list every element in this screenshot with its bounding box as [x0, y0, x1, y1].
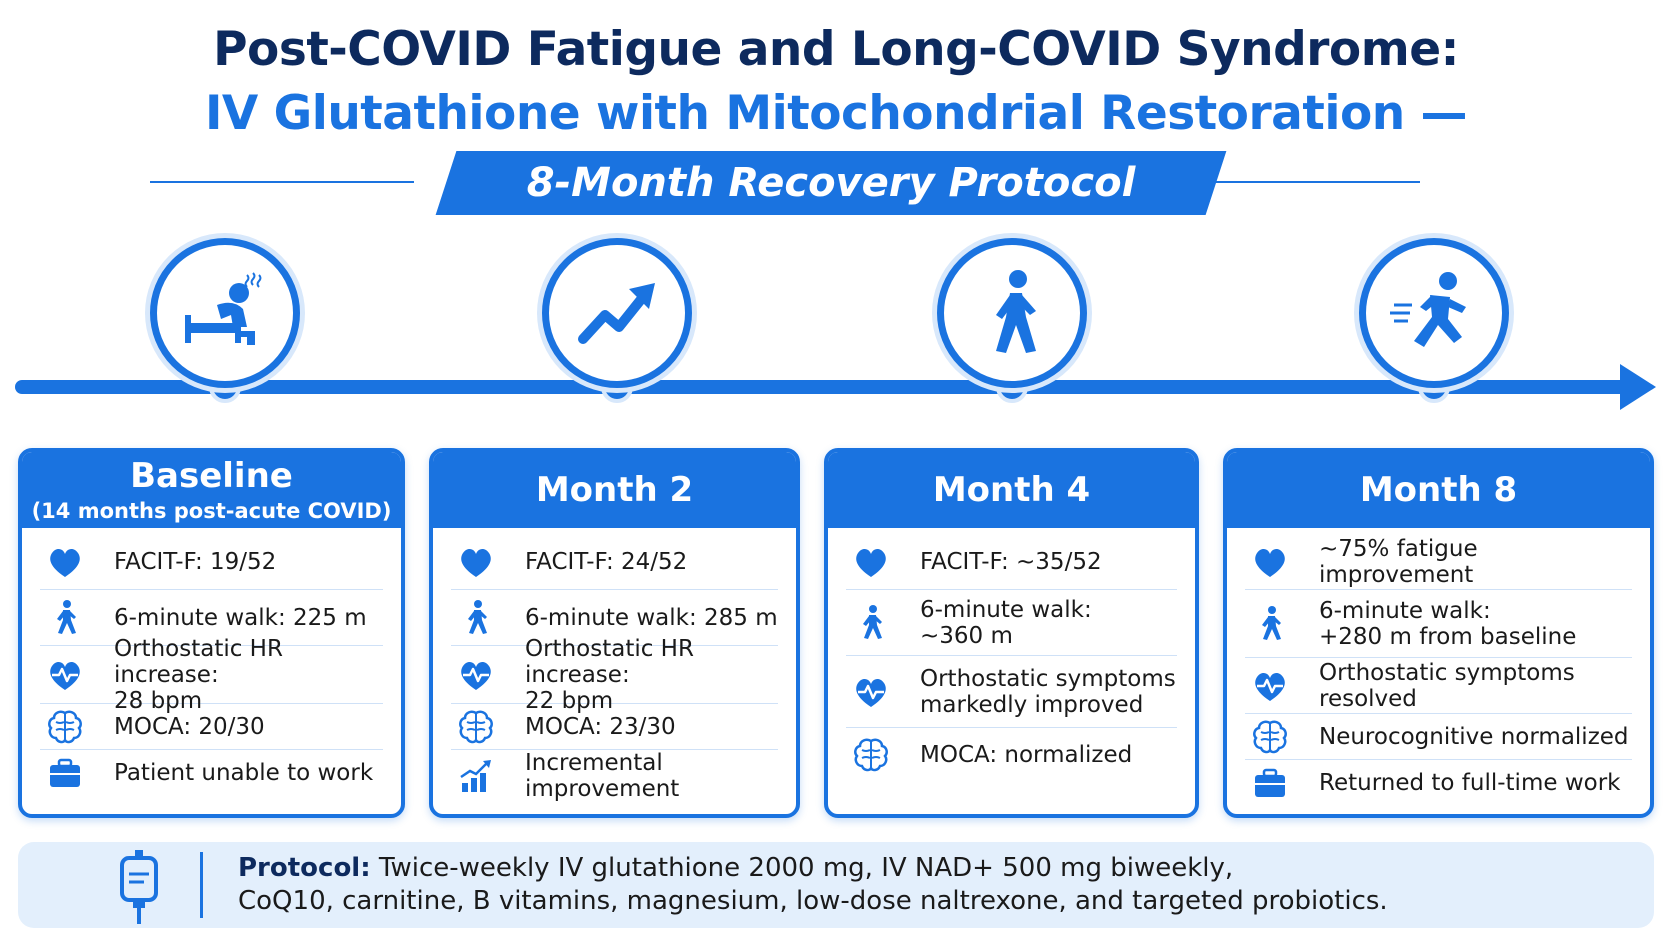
heart-icon	[852, 542, 900, 582]
heart-icon	[46, 542, 94, 582]
briefcase-icon	[1251, 763, 1299, 803]
walking-person-icon	[1251, 604, 1299, 644]
metric-row: 6-minute walk: 285 m	[451, 590, 778, 646]
card-metrics-list: ~75% fatigue improvement 6-minute walk: +…	[1227, 528, 1650, 806]
iv-bag-icon	[120, 850, 158, 924]
protocol-line-1: Twice-weekly IV glutathione 2000 mg, IV …	[378, 853, 1234, 883]
briefcase-icon	[46, 753, 94, 793]
metric-text: Neurocognitive normalized	[1319, 723, 1629, 750]
card-title: Month 4	[932, 470, 1091, 510]
protocol-label: Protocol:	[238, 853, 371, 883]
metric-text: 6-minute walk: ~360 m	[920, 596, 1092, 649]
card-metrics-list: FACIT-F: ~35/52 6-minute walk: ~360 m Orth…	[828, 528, 1195, 782]
milestone-baseline	[150, 238, 300, 388]
brain-icon	[46, 707, 94, 747]
metric-row: 6-minute walk: +280 m from baseline	[1245, 590, 1632, 658]
metric-text: 6-minute walk: 285 m	[525, 604, 778, 631]
card-header: Month 4	[828, 452, 1195, 528]
heart-pulse-icon	[46, 655, 94, 695]
title-line-2: IV Glutathione with Mitochondrial Restor…	[204, 86, 1468, 141]
brain-icon	[852, 735, 900, 775]
title-line-1: Post-COVID Fatigue and Long-COVID Syndro…	[213, 22, 1459, 77]
metric-row: FACIT-F: ~35/52	[846, 534, 1177, 590]
fatigued-person-in-bed-icon	[185, 272, 262, 345]
banner-title: 8-Month Recovery Protocol	[526, 160, 1136, 206]
metric-row: FACIT-F: 24/52	[451, 534, 778, 590]
card-header: Month 8	[1227, 452, 1650, 528]
milestone-month-4	[937, 238, 1087, 388]
metric-text: FACIT-F: 24/52	[525, 548, 688, 575]
card-subtitle: (14 months post-acute COVID)	[31, 499, 392, 523]
card-title: Baseline	[130, 456, 293, 496]
card-metrics-list: FACIT-F: 24/52 6-minute walk: 285 m Orthos…	[433, 528, 796, 802]
card-header: Baseline (14 months post-acute COVID)	[22, 452, 401, 528]
card-title: Month 2	[535, 470, 694, 510]
upward-trend-arrow-icon	[578, 283, 655, 344]
heart-pulse-icon	[1251, 666, 1299, 706]
metric-text: Returned to full-time work	[1319, 770, 1621, 796]
walking-person-icon	[457, 598, 505, 638]
metric-row: Orthostatic symptoms markedly improved	[846, 656, 1177, 728]
protocol-footer: Protocol: Twice-weekly IV glutathione 20…	[18, 842, 1654, 928]
footer-divider	[200, 852, 203, 918]
metric-text: FACIT-F: 19/52	[114, 548, 277, 575]
metric-row: Incremental improvement	[451, 750, 778, 802]
walking-person-icon	[46, 598, 94, 638]
card-title: Month 8	[1359, 470, 1518, 510]
card-month-2: Month 2 FACIT-F: 24/52 6-minute walk: 285 …	[429, 448, 800, 818]
metric-row: Neurocognitive normalized	[1245, 714, 1632, 760]
milestone-month-8	[1359, 238, 1509, 388]
metric-row: Orthostatic symptoms resolved	[1245, 658, 1632, 714]
walking-person-icon	[852, 603, 900, 643]
card-month-8: Month 8 ~75% fatigue improvement 6-minute …	[1223, 448, 1654, 818]
metric-row: MOCA: 20/30	[40, 704, 383, 750]
bar-chart-up-icon	[457, 756, 505, 796]
metric-row: Orthostatic HR increase: 22 bpm	[451, 636, 778, 714]
metric-text: Orthostatic HR increase: 28 bpm	[114, 635, 283, 714]
metric-row: FACIT-F: 19/52	[40, 534, 383, 590]
metric-row: MOCA: normalized	[846, 728, 1177, 782]
brain-icon	[1251, 717, 1299, 757]
metric-text: Patient unable to work	[114, 760, 374, 786]
metric-text: 6-minute walk: +280 m from baseline	[1319, 597, 1577, 650]
metric-text: FACIT-F: ~35/52	[920, 548, 1102, 575]
metric-text: 6-minute walk: 225 m	[114, 604, 367, 631]
heart-icon	[1251, 542, 1299, 582]
brain-icon	[457, 707, 505, 747]
metric-row: Orthostatic HR increase: 28 bpm	[40, 636, 383, 714]
metric-text: ~75% fatigue improvement	[1319, 535, 1478, 588]
heart-pulse-icon	[457, 655, 505, 695]
card-baseline: Baseline (14 months post-acute COVID) FACI…	[18, 448, 405, 818]
running-person-icon	[1390, 272, 1466, 347]
metric-row: MOCA: 23/30	[451, 704, 778, 750]
milestone-month-2	[542, 238, 692, 388]
walking-person-icon	[996, 270, 1036, 353]
metric-row: Patient unable to work	[40, 750, 383, 796]
metric-row: Returned to full-time work	[1245, 760, 1632, 806]
protocol-line-2: CoQ10, carnitine, B vitamins, magnesium,…	[238, 886, 1388, 916]
card-month-4: Month 4 FACIT-F: ~35/52 6-minute walk: ~36…	[824, 448, 1199, 818]
metric-text: MOCA: 23/30	[525, 713, 676, 740]
metric-text: Incremental improvement	[525, 750, 680, 802]
heart-pulse-icon	[852, 672, 900, 712]
card-metrics-list: FACIT-F: 19/52 6-minute walk: 225 m Orthos…	[22, 528, 401, 796]
metric-text: Orthostatic HR increase: 22 bpm	[525, 635, 694, 714]
metric-text: MOCA: normalized	[920, 742, 1133, 768]
protocol-text: Protocol: Twice-weekly IV glutathione 20…	[238, 852, 1638, 918]
card-header: Month 2	[433, 452, 796, 528]
banner-rule-right	[1148, 181, 1420, 183]
metric-text: Orthostatic symptoms markedly improved	[920, 665, 1176, 718]
heart-icon	[457, 542, 505, 582]
metric-row: 6-minute walk: ~360 m	[846, 590, 1177, 656]
metric-text: Orthostatic symptoms resolved	[1319, 659, 1575, 712]
metric-row: ~75% fatigue improvement	[1245, 534, 1632, 590]
banner-rule-left	[150, 181, 414, 183]
metric-row: 6-minute walk: 225 m	[40, 590, 383, 646]
metric-text: MOCA: 20/30	[114, 713, 265, 740]
